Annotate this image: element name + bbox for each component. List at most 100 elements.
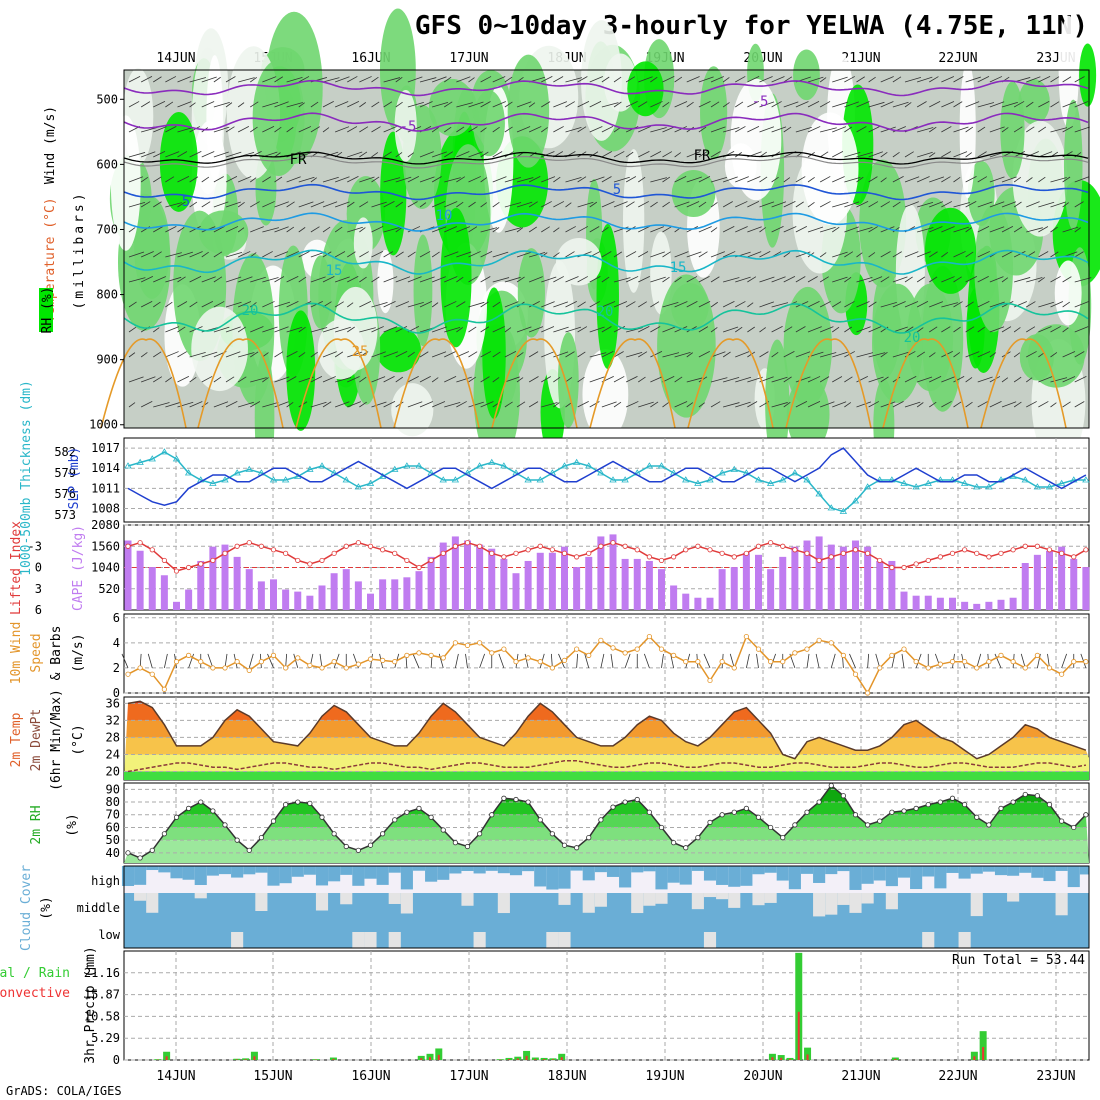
li-line-marker <box>792 547 798 553</box>
wind-barb <box>213 276 223 283</box>
rh-line-marker <box>671 840 677 846</box>
wind-barb <box>383 401 396 408</box>
wind-barb <box>650 276 666 283</box>
wind-barb <box>1074 101 1089 108</box>
wind-barb <box>832 301 842 308</box>
wind-barb <box>371 76 379 83</box>
wind-barb <box>965 76 981 83</box>
wind-speed-line-marker <box>974 665 980 671</box>
wind-barb <box>735 301 746 308</box>
thick-tick-label: 582 <box>54 445 76 459</box>
wind-barb <box>189 151 202 158</box>
cape-tick-label: 520 <box>98 582 120 596</box>
li-line-marker <box>137 540 143 546</box>
wind-barb <box>989 76 1003 83</box>
cloud-high-bar <box>910 866 923 890</box>
wind-barb <box>225 276 242 283</box>
rh-line-marker <box>658 824 665 831</box>
wind-barb <box>431 302 439 308</box>
rh-line-marker <box>343 843 349 850</box>
wind-barb <box>492 326 505 333</box>
thickness-line-marker <box>645 462 654 469</box>
wind-barb <box>189 226 201 233</box>
temp-band-base <box>124 771 1089 780</box>
slp-line <box>127 447 1087 506</box>
wind-barb <box>274 376 290 383</box>
wind-barb <box>832 101 848 108</box>
wind-barb <box>577 326 588 333</box>
rh-line-marker <box>998 805 1004 811</box>
wind-barb <box>589 126 603 133</box>
wind-barb <box>638 151 650 158</box>
wind-barb <box>153 176 162 183</box>
thickness-line-marker <box>560 462 569 469</box>
rh-blob <box>353 217 373 269</box>
wind-barb <box>1026 277 1043 283</box>
wind-barb <box>1074 326 1089 333</box>
wind-barb <box>795 126 812 133</box>
wind-barb <box>383 227 400 233</box>
wind-barb <box>941 76 955 83</box>
wind-barb <box>541 127 548 133</box>
wind-speed-line-marker <box>440 655 446 661</box>
wind-barb <box>929 326 938 333</box>
wind-barb <box>528 401 539 408</box>
wind-barb <box>262 402 279 408</box>
rh-line-marker <box>598 817 604 823</box>
wind-barb <box>274 251 289 258</box>
rh-line-marker <box>719 812 725 818</box>
wind-barb <box>710 76 724 83</box>
wind-barb <box>807 276 818 283</box>
wind-barb <box>468 176 481 183</box>
wind-barb <box>625 76 635 83</box>
wind-barb <box>577 126 587 133</box>
wind-barb <box>153 327 160 333</box>
wind-barb <box>213 101 230 108</box>
precip-bar <box>777 1055 785 1060</box>
wind-barb <box>625 201 635 208</box>
thickness-line-marker <box>597 469 605 476</box>
wind-barb <box>1026 126 1035 133</box>
wind-barb <box>480 326 490 333</box>
li-line-marker <box>367 543 374 549</box>
cape-bar <box>160 575 168 610</box>
wind-barb-10m <box>806 653 810 668</box>
wind-barb <box>468 251 481 258</box>
precip-conv-bar <box>420 1058 423 1060</box>
wind-barb <box>1013 201 1022 208</box>
wind-barb <box>941 326 951 333</box>
wind-barb <box>844 376 853 383</box>
wind-barb <box>929 226 943 233</box>
rh-line-marker <box>198 799 204 805</box>
wind-barb <box>601 76 610 83</box>
thickness-line-marker <box>536 476 544 483</box>
rh-line-marker <box>1034 793 1040 799</box>
rh-line-marker <box>901 808 907 814</box>
wind-barb <box>856 126 867 133</box>
wind-barb <box>541 326 555 333</box>
wind-barb <box>1050 127 1068 133</box>
wind-barb <box>589 326 605 333</box>
wind-barb <box>359 176 375 183</box>
cape-bar <box>803 540 811 610</box>
wind-barb <box>201 176 210 183</box>
wind-barb <box>359 76 372 83</box>
wind-barb <box>516 377 524 383</box>
thickness-line-marker <box>524 476 532 483</box>
cloud-high-bar <box>352 866 365 886</box>
wind-barb <box>334 251 346 258</box>
wind-barb <box>359 251 369 258</box>
thickness-line-marker <box>815 490 823 497</box>
wind-barb <box>225 102 233 108</box>
wind-barb <box>262 326 278 333</box>
pressure-tick-label: 500 <box>96 92 118 106</box>
wind-barb <box>795 351 811 358</box>
rh-line-marker <box>246 847 252 853</box>
cape-bar <box>1082 567 1090 610</box>
rh-line-marker <box>1046 801 1053 808</box>
wind-speed-line-marker <box>683 659 689 665</box>
precip-tick-label: 15.87 <box>84 988 120 1002</box>
contour-25 <box>882 338 969 429</box>
cape-bar <box>609 534 617 610</box>
wind-barb <box>977 76 990 83</box>
